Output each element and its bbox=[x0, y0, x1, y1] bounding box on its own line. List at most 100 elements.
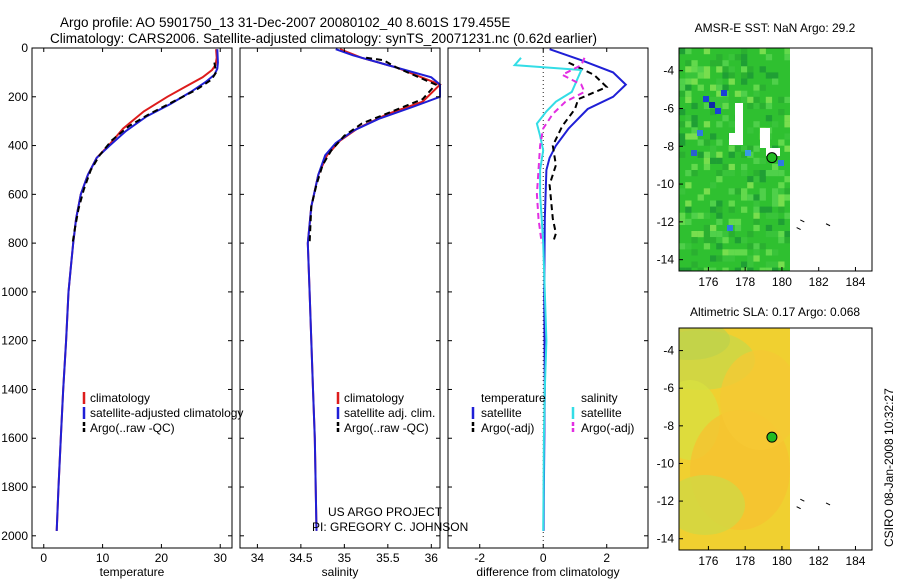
sst-cell bbox=[772, 249, 779, 256]
sst-cell bbox=[722, 66, 729, 73]
difference-series-temperature-satellite bbox=[542, 48, 628, 531]
depth-tick-label: 2000 bbox=[1, 529, 28, 543]
sst-missing-data bbox=[735, 103, 743, 138]
sst-cell bbox=[741, 66, 748, 73]
difference-xtick-label: 2 bbox=[603, 551, 610, 565]
sst-cell bbox=[716, 218, 723, 225]
sst-cell bbox=[716, 121, 723, 128]
sst-cell bbox=[784, 96, 790, 103]
sst-cell bbox=[741, 78, 748, 85]
sla-map-shading bbox=[679, 328, 790, 535]
sst-cell bbox=[716, 139, 723, 146]
legend-label: Argo(..raw -QC) bbox=[90, 421, 175, 435]
sst-cell bbox=[703, 66, 711, 73]
sst-cell bbox=[691, 72, 698, 79]
map-island bbox=[825, 223, 831, 227]
sst-cell bbox=[691, 127, 698, 134]
sst-cell bbox=[691, 237, 698, 244]
depth-tick-label: 1200 bbox=[1, 334, 28, 348]
sst-cell bbox=[685, 200, 692, 207]
salinity-xtick-label: 35.5 bbox=[376, 551, 400, 565]
sst-cell bbox=[722, 163, 729, 171]
sst-cell bbox=[691, 66, 698, 73]
sst-cell bbox=[741, 54, 748, 61]
figure-title-line2: Climatology: CARS2006. Satellite-adjuste… bbox=[50, 31, 597, 46]
sst-cell bbox=[784, 188, 790, 195]
sst-cell bbox=[697, 194, 704, 201]
sst-cell bbox=[765, 102, 773, 110]
depth-tick-label: 1400 bbox=[1, 382, 28, 396]
difference-xlabel: difference from climatology bbox=[476, 565, 619, 579]
sst-cell bbox=[679, 243, 686, 250]
temperature-xtick-label: 0 bbox=[40, 551, 47, 565]
sst-cell bbox=[728, 170, 735, 177]
sst-cell bbox=[716, 54, 723, 61]
sst-cell bbox=[772, 261, 779, 268]
sst-cell bbox=[741, 48, 748, 55]
sst-cell bbox=[772, 170, 779, 177]
sla-contour bbox=[720, 350, 790, 450]
legend-label: climatology bbox=[90, 391, 150, 405]
legend-label: Argo(..raw -QC) bbox=[344, 421, 429, 435]
sst-cell bbox=[734, 237, 742, 244]
sst-cell bbox=[728, 78, 735, 85]
map-xtick-label: 184 bbox=[845, 275, 865, 289]
sst-cell bbox=[753, 157, 760, 164]
sst-cell bbox=[728, 121, 735, 128]
sst-cell bbox=[703, 224, 711, 232]
sst-cell bbox=[741, 261, 748, 268]
sst-cell bbox=[710, 84, 717, 91]
sst-cell bbox=[734, 90, 742, 97]
sst-cell bbox=[697, 267, 704, 271]
sst-cell bbox=[710, 206, 717, 213]
sst-cell bbox=[691, 231, 698, 238]
sst-cell bbox=[728, 72, 735, 79]
sst-cell bbox=[703, 72, 711, 79]
sst-cell bbox=[759, 66, 766, 73]
sst-cell bbox=[753, 243, 760, 250]
sst-cell bbox=[759, 188, 766, 195]
sst-cell bbox=[759, 170, 766, 177]
temperature-axes-frame bbox=[31, 47, 233, 549]
sst-cell bbox=[753, 200, 760, 207]
sst-cell bbox=[747, 243, 754, 250]
sst-cell bbox=[679, 121, 686, 128]
sst-cell bbox=[685, 84, 692, 91]
sst-cell bbox=[722, 102, 729, 110]
sst-cell bbox=[765, 72, 773, 79]
sst-cell bbox=[710, 60, 717, 67]
sst-cell bbox=[716, 84, 723, 91]
sst-cell bbox=[728, 206, 735, 213]
sst-cell bbox=[716, 176, 723, 183]
sst-cell bbox=[784, 54, 790, 61]
sst-cell bbox=[703, 231, 711, 238]
temperature-xtick-label: 10 bbox=[96, 551, 110, 565]
sst-map-axes bbox=[678, 47, 873, 272]
map-xtick-label: 180 bbox=[772, 554, 792, 568]
sst-cell bbox=[765, 231, 773, 238]
difference-legend: temperaturesatelliteArgo(-adj)salinitysa… bbox=[471, 391, 634, 435]
sst-cell bbox=[765, 212, 773, 219]
sst-cell bbox=[741, 72, 748, 79]
sst-cell bbox=[728, 54, 735, 61]
map-ytick-label: -6 bbox=[663, 101, 674, 115]
difference-xtick-label: 0 bbox=[540, 551, 547, 565]
sst-cell bbox=[685, 121, 692, 128]
sst-cell bbox=[759, 194, 766, 201]
temperature-xtick-label: 20 bbox=[155, 551, 169, 565]
sst-cell bbox=[753, 206, 760, 213]
legend-label: satellite-adjusted climatology bbox=[90, 406, 243, 420]
sst-cell-cool bbox=[727, 225, 733, 231]
difference-series-salinity-satellite bbox=[512, 57, 583, 531]
sst-cell bbox=[772, 194, 779, 201]
salinity-xtick-label: 36 bbox=[425, 551, 439, 565]
sst-cell bbox=[753, 224, 760, 232]
sst-cell bbox=[685, 60, 692, 67]
temperature-series-satellite bbox=[55, 49, 219, 531]
sst-cell bbox=[765, 267, 773, 271]
sst-cell bbox=[747, 96, 754, 103]
sst-cell bbox=[716, 90, 723, 97]
sst-cell bbox=[753, 90, 760, 97]
